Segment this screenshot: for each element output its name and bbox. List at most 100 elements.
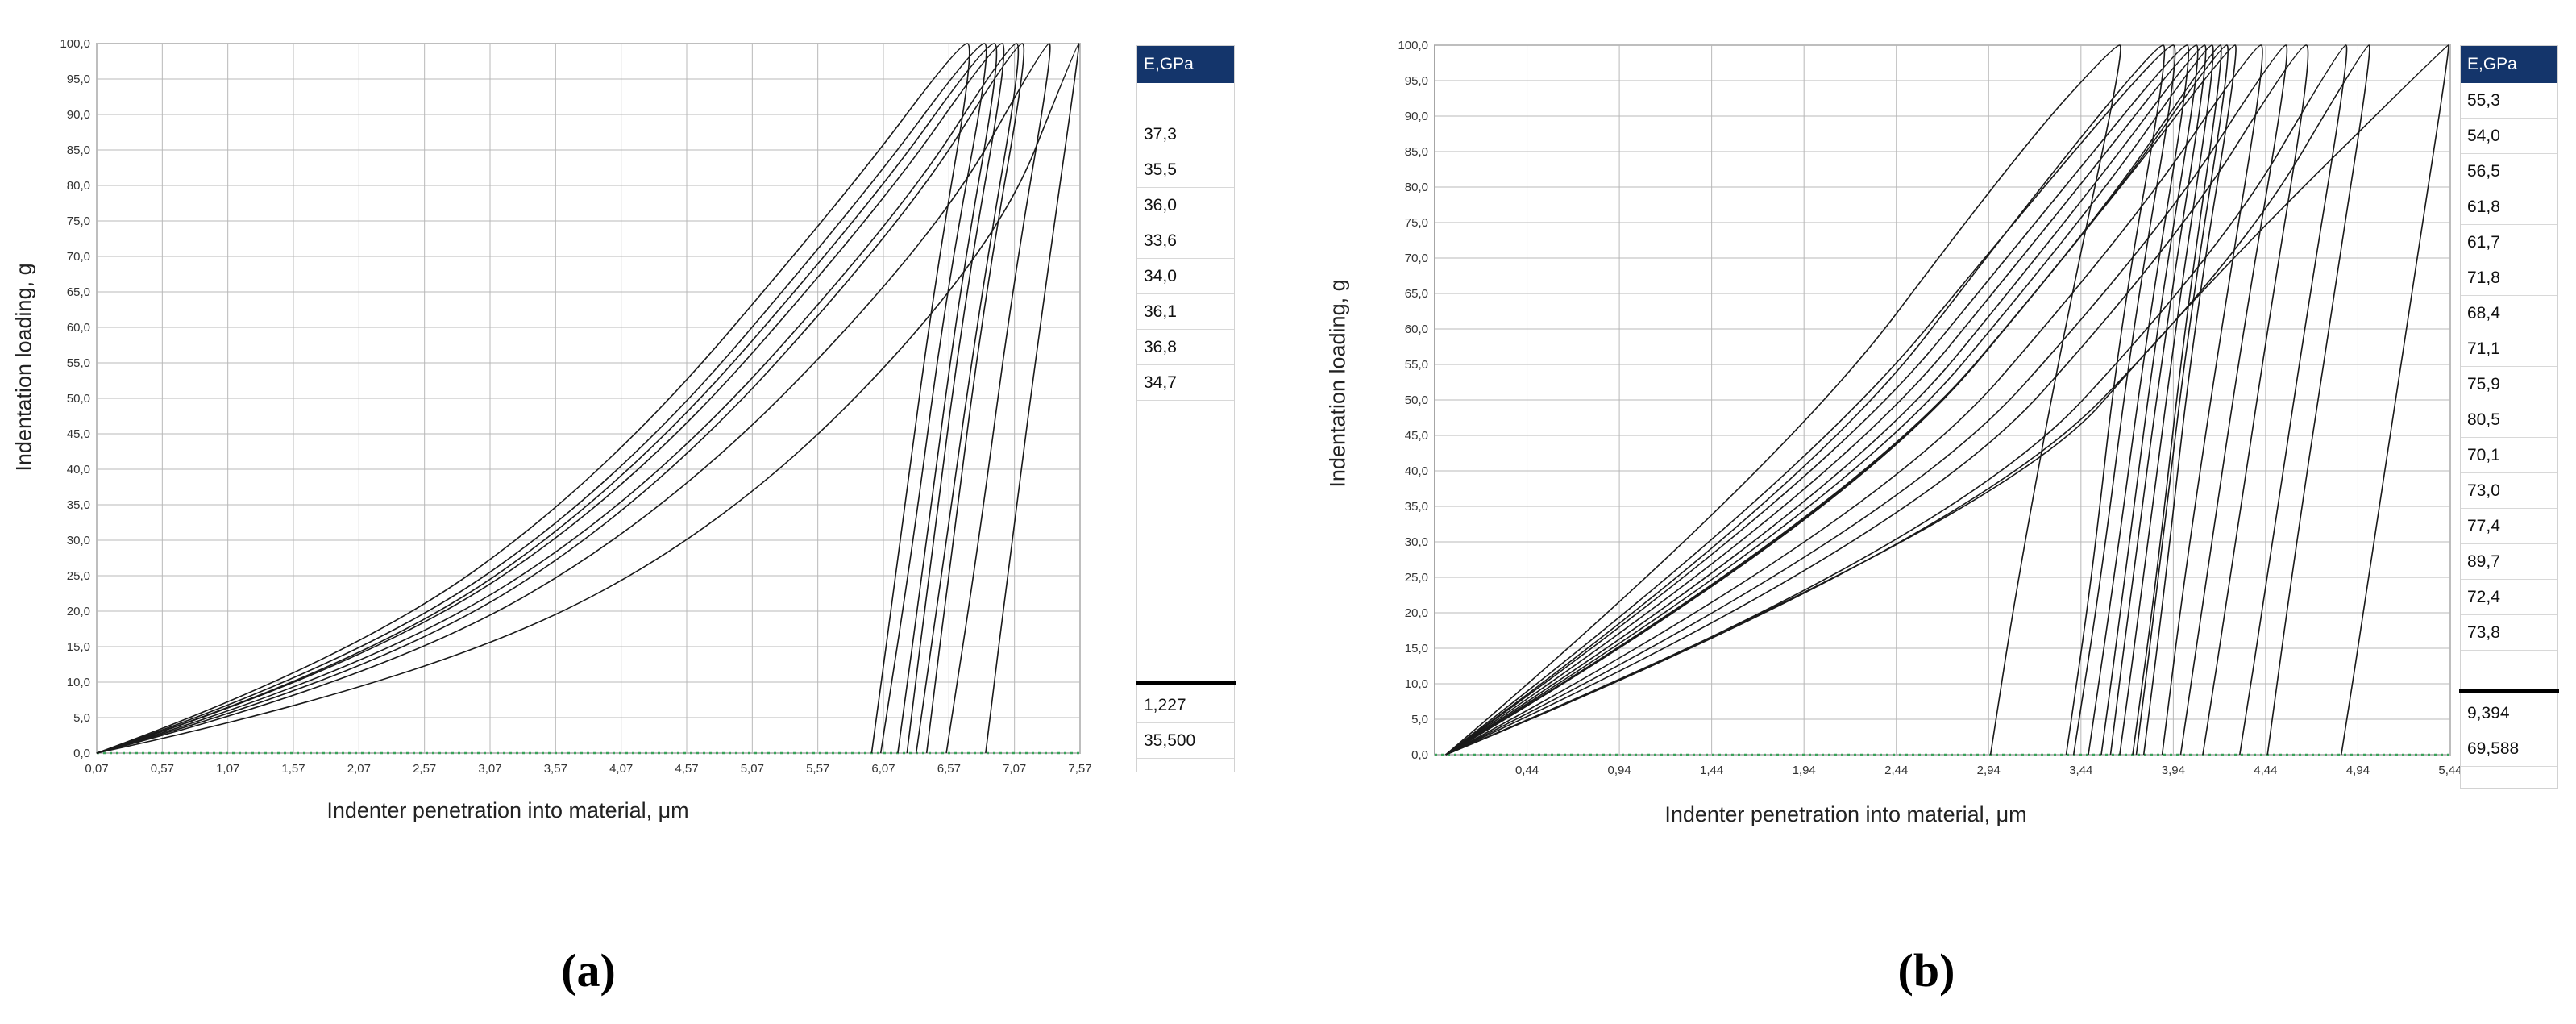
y-tick-label: 60,0 xyxy=(67,321,90,335)
y-tick-label: 90,0 xyxy=(67,108,90,122)
table-value: 61,7 xyxy=(2461,225,2557,260)
y-tick-label: 85,0 xyxy=(67,144,90,157)
table-value: 36,8 xyxy=(1137,330,1234,365)
y-tick-label: 95,0 xyxy=(1405,74,1428,88)
table-value: 35,5 xyxy=(1137,152,1234,188)
series-line-4 xyxy=(1445,44,2199,756)
series-line-5 xyxy=(1445,44,2207,756)
series-line-8 xyxy=(96,43,1080,754)
series-line-14 xyxy=(1445,44,2288,756)
x-tick-label: 4,94 xyxy=(2346,764,2370,777)
x-tick-label: 2,57 xyxy=(413,762,436,776)
plot-area: 0,0 5,0 10,0 15,0 20,0 25,0 30,0 35,0 40,0 45,0 50… xyxy=(60,37,1091,776)
y-tick-label: 30,0 xyxy=(1405,535,1428,549)
x-tick-label: 1,57 xyxy=(281,762,305,776)
y-tick-label: 40,0 xyxy=(67,463,90,477)
x-tick-label: 7,57 xyxy=(1068,762,1091,776)
y-tick-label: 0,0 xyxy=(73,747,90,760)
series-line-2 xyxy=(96,43,970,754)
table-header: E,GPa xyxy=(1137,46,1234,83)
x-tick-label: 2,44 xyxy=(1884,764,1908,777)
y-axis-title: Indentation loading, g xyxy=(1325,279,1350,488)
x-tick-label: 1,44 xyxy=(1700,764,1723,777)
series-line-11 xyxy=(1445,44,2449,756)
x-tick-label: 5,57 xyxy=(806,762,829,776)
y-tick-label: 55,0 xyxy=(1405,358,1428,372)
series-line-1 xyxy=(96,43,987,754)
y-tick-label: 25,0 xyxy=(67,569,90,583)
x-tick-label: 3,57 xyxy=(544,762,567,776)
x-tick-label: 4,07 xyxy=(609,762,633,776)
y-tick-label: 60,0 xyxy=(1405,323,1428,336)
x-tick-label: 5,44 xyxy=(2438,764,2462,777)
y-tick-label: 70,0 xyxy=(1405,252,1428,265)
x-tick-label: 0,94 xyxy=(1607,764,1631,777)
x-tick-label: 6,07 xyxy=(871,762,895,776)
table-value: 72,4 xyxy=(2461,580,2557,615)
series-line-16 xyxy=(1445,44,2229,756)
table-value: 56,5 xyxy=(2461,154,2557,189)
y-tick-label: 70,0 xyxy=(67,250,90,264)
chart-panel-a: Indentation loading, g 0,0 5,0 10,0 15,0 20,… xyxy=(0,0,1257,1024)
x-tick-label: 7,07 xyxy=(1003,762,1026,776)
y-tick-label: 40,0 xyxy=(1405,464,1428,478)
table-value: 73,8 xyxy=(2461,615,2557,651)
x-tick-label: 3,07 xyxy=(478,762,501,776)
table-separator xyxy=(1136,681,1236,685)
series-line-1 xyxy=(1445,44,2121,756)
table-value: 68,4 xyxy=(2461,296,2557,331)
table-separator xyxy=(2459,689,2559,693)
table-value: 89,7 xyxy=(2461,544,2557,580)
table-value: 34,0 xyxy=(1137,259,1234,294)
caption-b: (b) xyxy=(1897,944,1955,997)
x-tick-label: 1,94 xyxy=(1793,764,1816,777)
table-value: 33,6 xyxy=(1137,223,1234,259)
y-tick-label: 90,0 xyxy=(1405,110,1428,123)
table-value: 77,4 xyxy=(2461,509,2557,544)
y-tick-label: 45,0 xyxy=(1405,429,1428,443)
table-value: 80,5 xyxy=(2461,402,2557,438)
table-stat: 1,227 xyxy=(1137,688,1234,723)
series-line-3 xyxy=(96,43,1005,754)
modulus-table: E,GPa 55,3 54,0 56,5 61,8 61,7 71,8 68,4 71,1 75… xyxy=(2459,45,2559,789)
table-stat: 9,394 xyxy=(2461,696,2557,731)
y-tick-label: 85,0 xyxy=(1405,145,1428,159)
x-tick-label: 4,57 xyxy=(675,762,698,776)
x-tick-label: 0,44 xyxy=(1515,764,1539,777)
table-value: 54,0 xyxy=(2461,119,2557,154)
y-tick-label: 75,0 xyxy=(1405,216,1428,230)
series-line-9 xyxy=(1445,44,2309,756)
y-tick-label: 45,0 xyxy=(67,427,90,441)
y-tick-label: 100,0 xyxy=(1398,39,1428,52)
y-tick-label: 35,0 xyxy=(1405,500,1428,514)
y-tick-label: 15,0 xyxy=(1405,642,1428,656)
x-tick-label: 3,44 xyxy=(2069,764,2092,777)
table-value: 75,9 xyxy=(2461,367,2557,402)
table-stat: 69,588 xyxy=(2461,731,2557,767)
table-header: E,GPa xyxy=(2461,46,2557,83)
y-tick-label: 80,0 xyxy=(1405,181,1428,194)
y-tick-label: 20,0 xyxy=(67,605,90,618)
series-line-12 xyxy=(1445,44,2237,756)
y-tick-label: 15,0 xyxy=(67,640,90,654)
table-value: 61,8 xyxy=(2461,189,2557,225)
series-line-13 xyxy=(1445,44,2166,756)
series-line-6 xyxy=(96,43,998,754)
y-tick-label: 5,0 xyxy=(73,711,90,725)
y-tick-label: 35,0 xyxy=(67,498,90,512)
series-line-5 xyxy=(96,43,1020,754)
series-line-15 xyxy=(1445,44,2370,756)
x-tick-label: 1,07 xyxy=(216,762,239,776)
y-tick-label: 20,0 xyxy=(1405,606,1428,620)
y-tick-label: 75,0 xyxy=(67,214,90,228)
y-tick-label: 5,0 xyxy=(1411,713,1428,726)
x-tick-label: 5,07 xyxy=(741,762,764,776)
table-value: 71,1 xyxy=(2461,331,2557,367)
series-line-8 xyxy=(1445,44,2263,756)
y-tick-label: 10,0 xyxy=(1405,677,1428,691)
y-tick-label: 55,0 xyxy=(67,356,90,370)
series-line-7 xyxy=(1445,44,2222,756)
table-value: 70,1 xyxy=(2461,438,2557,473)
table-value: 71,8 xyxy=(2461,260,2557,296)
y-tick-label: 25,0 xyxy=(1405,571,1428,585)
